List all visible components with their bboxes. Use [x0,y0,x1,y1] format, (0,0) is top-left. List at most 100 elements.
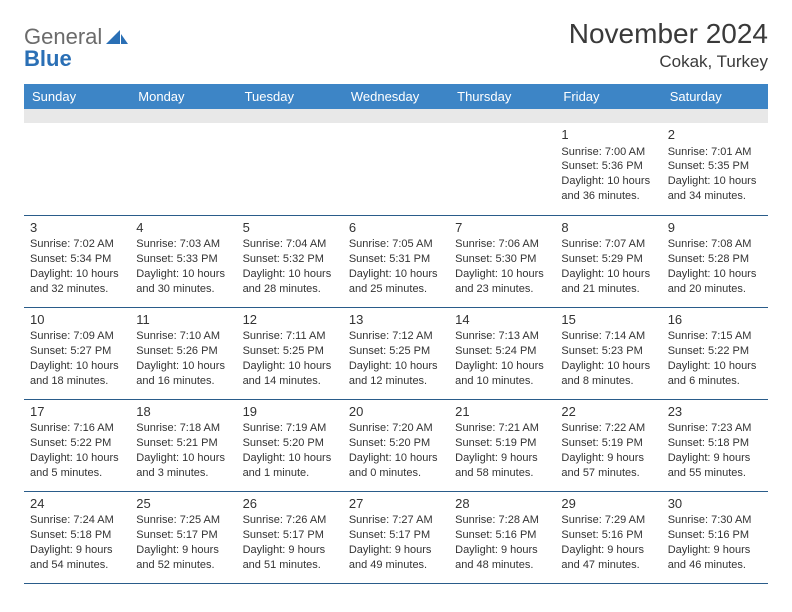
calendar-cell: 2Sunrise: 7:01 AMSunset: 5:35 PMDaylight… [662,123,768,215]
sunset-text: Sunset: 5:17 PM [243,528,337,543]
sunrise-text: Sunrise: 7:10 AM [136,329,230,344]
sunset-text: Sunset: 5:24 PM [455,344,549,359]
daylight-text: Daylight: 9 hours and 46 minutes. [668,543,762,573]
calendar-cell: 27Sunrise: 7:27 AMSunset: 5:17 PMDayligh… [343,491,449,583]
daylight-text: Daylight: 10 hours and 34 minutes. [668,174,762,204]
day-header: Thursday [449,84,555,109]
sunrise-text: Sunrise: 7:13 AM [455,329,549,344]
day-number: 28 [455,495,549,513]
day-header: Sunday [24,84,130,109]
day-number: 11 [136,311,230,329]
day-number: 10 [30,311,124,329]
daylight-text: Daylight: 9 hours and 48 minutes. [455,543,549,573]
day-number: 8 [561,219,655,237]
sunset-text: Sunset: 5:16 PM [668,528,762,543]
day-number: 12 [243,311,337,329]
sunset-text: Sunset: 5:17 PM [136,528,230,543]
day-header: Saturday [662,84,768,109]
daylight-text: Daylight: 9 hours and 47 minutes. [561,543,655,573]
sunset-text: Sunset: 5:36 PM [561,159,655,174]
calendar-cell: 21Sunrise: 7:21 AMSunset: 5:19 PMDayligh… [449,399,555,491]
logo-text-2: Blue [24,46,128,72]
blank-cell [662,109,768,123]
daylight-text: Daylight: 10 hours and 6 minutes. [668,359,762,389]
sunset-text: Sunset: 5:18 PM [668,436,762,451]
sunrise-text: Sunrise: 7:15 AM [668,329,762,344]
sunset-text: Sunset: 5:31 PM [349,252,443,267]
daylight-text: Daylight: 10 hours and 12 minutes. [349,359,443,389]
sunrise-text: Sunrise: 7:05 AM [349,237,443,252]
daylight-text: Daylight: 10 hours and 8 minutes. [561,359,655,389]
calendar-cell: 22Sunrise: 7:22 AMSunset: 5:19 PMDayligh… [555,399,661,491]
sunset-text: Sunset: 5:20 PM [243,436,337,451]
blank-cell [130,109,236,123]
calendar-cell: 10Sunrise: 7:09 AMSunset: 5:27 PMDayligh… [24,307,130,399]
calendar-cell: 3Sunrise: 7:02 AMSunset: 5:34 PMDaylight… [24,215,130,307]
day-number: 7 [455,219,549,237]
daylight-text: Daylight: 10 hours and 1 minute. [243,451,337,481]
day-number: 24 [30,495,124,513]
daylight-text: Daylight: 10 hours and 36 minutes. [561,174,655,204]
calendar-head: SundayMondayTuesdayWednesdayThursdayFrid… [24,84,768,109]
calendar-cell [449,123,555,215]
sunrise-text: Sunrise: 7:02 AM [30,237,124,252]
calendar-cell: 28Sunrise: 7:28 AMSunset: 5:16 PMDayligh… [449,491,555,583]
blank-cell [24,109,130,123]
calendar-cell: 6Sunrise: 7:05 AMSunset: 5:31 PMDaylight… [343,215,449,307]
day-number: 4 [136,219,230,237]
calendar-cell: 12Sunrise: 7:11 AMSunset: 5:25 PMDayligh… [237,307,343,399]
calendar-cell [343,123,449,215]
calendar-cell: 29Sunrise: 7:29 AMSunset: 5:16 PMDayligh… [555,491,661,583]
daylight-text: Daylight: 10 hours and 16 minutes. [136,359,230,389]
day-number: 16 [668,311,762,329]
sunrise-text: Sunrise: 7:14 AM [561,329,655,344]
sunset-text: Sunset: 5:25 PM [243,344,337,359]
blank-cell [343,109,449,123]
calendar-cell: 9Sunrise: 7:08 AMSunset: 5:28 PMDaylight… [662,215,768,307]
calendar-cell [130,123,236,215]
day-number: 17 [30,403,124,421]
day-number: 1 [561,126,655,144]
day-number: 3 [30,219,124,237]
sunrise-text: Sunrise: 7:22 AM [561,421,655,436]
daylight-text: Daylight: 10 hours and 3 minutes. [136,451,230,481]
daylight-text: Daylight: 9 hours and 52 minutes. [136,543,230,573]
sunset-text: Sunset: 5:23 PM [561,344,655,359]
sunrise-text: Sunrise: 7:03 AM [136,237,230,252]
daylight-text: Daylight: 9 hours and 58 minutes. [455,451,549,481]
blank-cell [237,109,343,123]
blank-cell [449,109,555,123]
daylight-text: Daylight: 9 hours and 51 minutes. [243,543,337,573]
sunset-text: Sunset: 5:20 PM [349,436,443,451]
daylight-text: Daylight: 10 hours and 5 minutes. [30,451,124,481]
sunset-text: Sunset: 5:19 PM [561,436,655,451]
sunset-text: Sunset: 5:26 PM [136,344,230,359]
calendar-cell: 17Sunrise: 7:16 AMSunset: 5:22 PMDayligh… [24,399,130,491]
sunset-text: Sunset: 5:28 PM [668,252,762,267]
daylight-text: Daylight: 9 hours and 57 minutes. [561,451,655,481]
sunrise-text: Sunrise: 7:01 AM [668,145,762,160]
page-title: November 2024 [569,18,768,50]
day-number: 6 [349,219,443,237]
sunrise-text: Sunrise: 7:28 AM [455,513,549,528]
calendar-cell: 30Sunrise: 7:30 AMSunset: 5:16 PMDayligh… [662,491,768,583]
calendar-cell: 13Sunrise: 7:12 AMSunset: 5:25 PMDayligh… [343,307,449,399]
daylight-text: Daylight: 9 hours and 49 minutes. [349,543,443,573]
sunset-text: Sunset: 5:34 PM [30,252,124,267]
sunrise-text: Sunrise: 7:27 AM [349,513,443,528]
daylight-text: Daylight: 10 hours and 18 minutes. [30,359,124,389]
sunset-text: Sunset: 5:22 PM [30,436,124,451]
calendar-cell: 11Sunrise: 7:10 AMSunset: 5:26 PMDayligh… [130,307,236,399]
sunrise-text: Sunrise: 7:16 AM [30,421,124,436]
day-number: 9 [668,219,762,237]
daylight-text: Daylight: 10 hours and 23 minutes. [455,267,549,297]
sunset-text: Sunset: 5:25 PM [349,344,443,359]
calendar-cell: 23Sunrise: 7:23 AMSunset: 5:18 PMDayligh… [662,399,768,491]
day-number: 21 [455,403,549,421]
day-number: 5 [243,219,337,237]
calendar-cell: 5Sunrise: 7:04 AMSunset: 5:32 PMDaylight… [237,215,343,307]
header: GeneralBlue November 2024 Cokak, Turkey [24,18,768,72]
day-header: Tuesday [237,84,343,109]
calendar-cell: 15Sunrise: 7:14 AMSunset: 5:23 PMDayligh… [555,307,661,399]
sunset-text: Sunset: 5:30 PM [455,252,549,267]
